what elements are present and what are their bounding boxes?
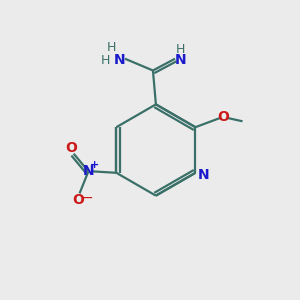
Text: N: N [175, 53, 186, 67]
Text: N: N [114, 53, 125, 67]
Text: N: N [82, 164, 94, 178]
Text: H: H [176, 43, 185, 56]
Text: −: − [81, 191, 93, 205]
Text: O: O [65, 141, 77, 155]
Text: H: H [100, 54, 110, 67]
Text: H: H [107, 41, 116, 54]
Text: O: O [72, 193, 84, 207]
Text: N: N [198, 168, 209, 182]
Text: O: O [218, 110, 229, 124]
Text: +: + [90, 160, 100, 170]
